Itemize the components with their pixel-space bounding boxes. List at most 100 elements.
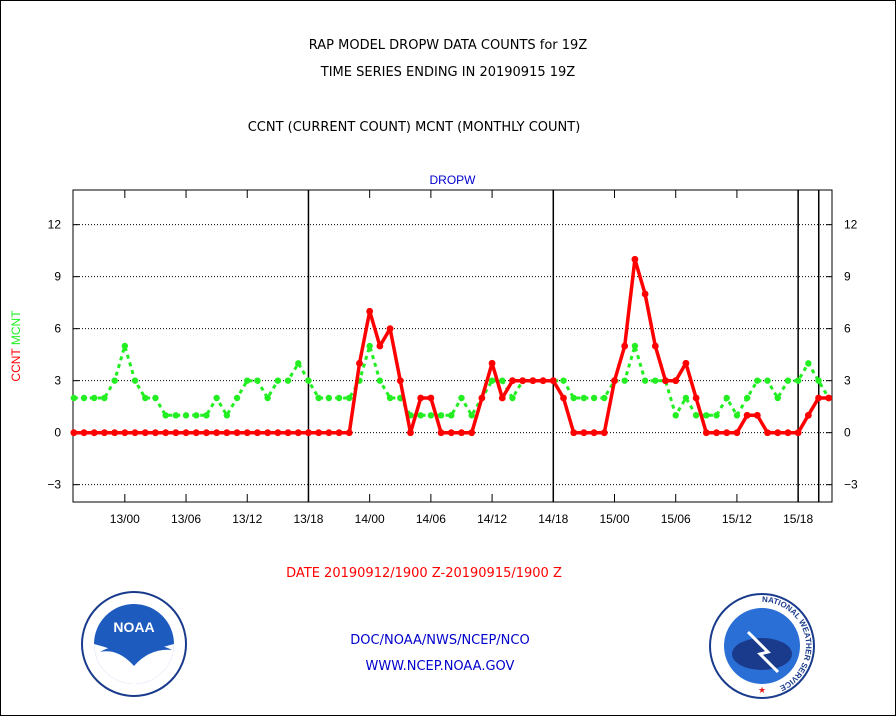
data-point-mcnt: [631, 342, 639, 350]
x-tick-label: 14/12: [477, 512, 507, 526]
data-point-ccnt: [182, 429, 190, 437]
data-point-ccnt: [407, 429, 414, 437]
data-point-mcnt: [193, 412, 200, 419]
data-point-ccnt: [274, 429, 282, 437]
data-point-mcnt: [315, 394, 322, 402]
y-axis-label-ccnt: CCNT: [9, 345, 23, 381]
data-point-mcnt: [91, 394, 98, 402]
data-point-mcnt: [458, 394, 465, 402]
data-point-ccnt: [662, 377, 669, 385]
svg-text:★: ★: [758, 686, 766, 696]
data-point-mcnt: [121, 342, 129, 350]
data-point-mcnt: [652, 377, 659, 384]
data-point-ccnt: [70, 429, 78, 437]
data-point-ccnt: [284, 429, 292, 437]
data-point-ccnt: [101, 429, 108, 437]
data-point-ccnt: [651, 342, 659, 350]
data-point-mcnt: [437, 412, 445, 419]
x-tick-label: 13/00: [110, 512, 140, 526]
data-point-mcnt: [641, 377, 649, 384]
data-point-ccnt: [774, 429, 782, 437]
data-point-ccnt: [192, 429, 200, 437]
data-point-mcnt: [580, 394, 588, 402]
data-point-ccnt: [468, 429, 476, 437]
nws-logo: NATIONAL WEATHER SERVICE ★: [709, 593, 815, 699]
data-point-mcnt: [499, 377, 506, 384]
data-point-ccnt: [233, 429, 241, 437]
series-line-ccnt: [73, 257, 829, 435]
data-point-mcnt: [621, 377, 628, 384]
data-point-ccnt: [488, 359, 496, 367]
data-point-ccnt: [335, 429, 343, 437]
data-point-ccnt: [223, 429, 231, 437]
data-point-ccnt: [804, 411, 812, 419]
data-point-mcnt: [335, 394, 343, 402]
y-tick-label-right: 0: [844, 426, 851, 440]
plot-border: [72, 189, 833, 503]
data-point-ccnt: [519, 377, 527, 385]
data-point-ccnt: [825, 394, 833, 402]
data-point-ccnt: [509, 377, 516, 385]
data-point-mcnt: [713, 412, 720, 419]
data-point-mcnt: [815, 377, 822, 384]
website-link[interactable]: WWW.NCEP.NOAA.GOV: [365, 659, 515, 674]
data-point-ccnt: [111, 429, 119, 437]
data-point-ccnt: [315, 429, 323, 437]
data-point-ccnt: [672, 377, 680, 385]
data-point-ccnt: [213, 429, 221, 437]
data-point-mcnt: [805, 360, 812, 367]
data-point-mcnt: [774, 394, 781, 402]
data-point-ccnt: [641, 290, 649, 298]
data-point-mcnt: [509, 394, 516, 402]
data-point-ccnt: [631, 255, 639, 263]
noaa-logo-text: NOAA: [113, 619, 154, 635]
data-point-ccnt: [264, 429, 272, 437]
data-point-ccnt: [590, 429, 598, 437]
data-point-ccnt: [396, 377, 404, 385]
y-axis-label-mcnt: MCNT: [9, 310, 23, 345]
data-point-mcnt: [590, 394, 598, 402]
data-point-ccnt: [580, 429, 588, 437]
data-point-mcnt: [346, 394, 353, 402]
data-point-ccnt: [723, 429, 731, 437]
data-point-mcnt: [264, 394, 271, 402]
data-point-ccnt: [356, 359, 363, 367]
data-point-mcnt: [223, 412, 231, 419]
data-point-mcnt: [325, 394, 333, 402]
data-point-ccnt: [447, 429, 455, 437]
data-point-ccnt: [254, 429, 261, 437]
data-point-mcnt: [560, 377, 567, 384]
data-point-ccnt: [325, 429, 333, 437]
chart-title-line2: TIME SERIES ENDING IN 20190915 19Z: [320, 65, 576, 80]
y-tick-label-right: −3: [844, 478, 858, 492]
data-point-ccnt: [141, 429, 149, 437]
data-point-ccnt: [529, 377, 537, 385]
data-point-ccnt: [682, 359, 690, 367]
y-tick-label-right: 12: [844, 218, 858, 232]
y-tick-label-right: 9: [844, 270, 851, 284]
data-point-mcnt: [794, 377, 802, 384]
y-tick-label-right: 6: [844, 322, 851, 336]
data-point-mcnt: [213, 394, 220, 402]
data-point-ccnt: [794, 429, 802, 437]
x-tick-label: 14/06: [416, 512, 446, 526]
data-point-mcnt: [111, 377, 118, 384]
data-point-mcnt: [233, 394, 241, 402]
data-point-ccnt: [560, 394, 567, 402]
data-point-mcnt: [203, 412, 210, 419]
data-point-mcnt: [692, 412, 700, 419]
data-point-ccnt: [386, 325, 394, 333]
data-point-mcnt: [101, 394, 108, 402]
data-point-ccnt: [498, 394, 506, 402]
y-tick-label-left: 3: [54, 374, 61, 388]
data-point-mcnt: [244, 377, 251, 384]
panel-title: DROPW: [430, 173, 477, 187]
data-point-ccnt: [376, 342, 384, 350]
y-tick-label-left: −3: [47, 478, 61, 492]
data-point-mcnt: [468, 412, 475, 419]
chart-subtitle: CCNT (CURRENT COUNT) MCNT (MONTHLY COUNT…: [247, 120, 581, 135]
data-point-ccnt: [162, 429, 170, 437]
data-point-ccnt: [437, 429, 445, 437]
data-point-ccnt: [702, 429, 710, 437]
data-point-mcnt: [142, 394, 149, 402]
